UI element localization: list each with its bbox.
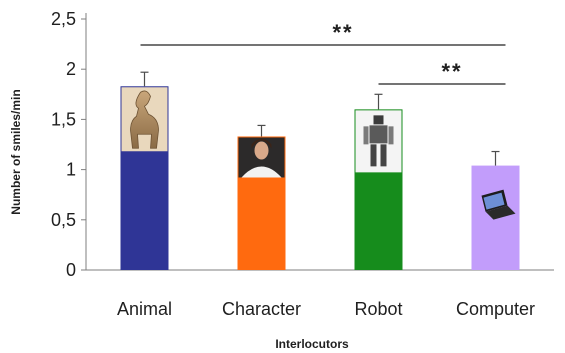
robot-leg-left: [370, 144, 377, 167]
bar-robot: Robot: [354, 93, 403, 319]
character-avatar-image: [238, 137, 285, 178]
robot-arm-left: [363, 126, 369, 145]
y-tick-label: 1: [66, 160, 76, 180]
significance-robot-computer: **: [378, 59, 506, 85]
bar-computer: Computer: [456, 150, 535, 319]
bars-group: Animal Character Robot Computer: [117, 71, 535, 319]
shirt-shape: [241, 166, 282, 178]
horse-figure-shape: [130, 90, 159, 149]
x-tick-label: Character: [222, 299, 301, 319]
y-tick-label: 1,5: [51, 109, 76, 129]
significance-group: ** **: [140, 20, 506, 85]
laptop-display: [483, 192, 505, 210]
y-tick-label: 2: [66, 59, 76, 79]
humanoid-robot-image: [355, 110, 402, 173]
y-tick-label: 2,5: [51, 9, 76, 29]
x-tick-label: Computer: [456, 299, 535, 319]
bar-character: Character: [222, 124, 301, 319]
laptop-image: [481, 189, 516, 220]
y-axis-label: Number of smiles/min: [9, 89, 23, 214]
significance-label: **: [441, 59, 462, 84]
robot-leg-right: [380, 144, 387, 167]
y-tick-label: 0: [66, 260, 76, 280]
x-tick-label: Animal: [117, 299, 172, 319]
significance-animal-computer: **: [140, 20, 506, 46]
robot-arm-right: [388, 126, 394, 145]
x-axis-label: Interlocutors: [275, 337, 349, 351]
hair-shape: [251, 138, 272, 149]
robot-torso: [369, 125, 388, 144]
x-tick-label: Robot: [354, 299, 402, 319]
significance-label: **: [332, 20, 353, 45]
chart-axes: 0 0,5 1 1,5 2 2,5: [51, 9, 554, 280]
horse-figure-image: [121, 87, 168, 152]
y-tick-label: 0,5: [51, 210, 76, 230]
bar-animal: Animal: [117, 71, 172, 319]
laptop-base: [485, 205, 516, 220]
face-shape: [254, 141, 269, 160]
robot-head: [373, 115, 384, 125]
